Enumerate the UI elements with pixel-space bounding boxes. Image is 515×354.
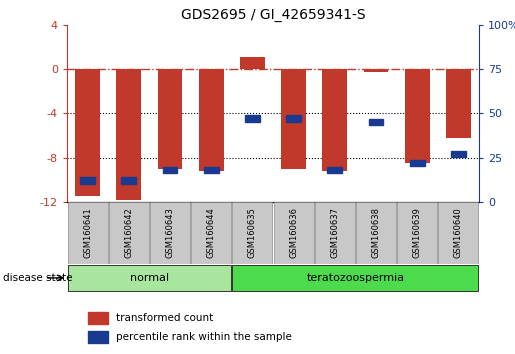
Bar <box>451 151 466 157</box>
Bar <box>116 69 141 200</box>
Bar <box>397 202 437 264</box>
Bar <box>158 69 182 169</box>
Bar <box>109 202 149 264</box>
Text: GSM160642: GSM160642 <box>124 207 133 258</box>
Text: normal: normal <box>130 273 169 283</box>
Bar <box>88 331 108 343</box>
Bar <box>446 69 471 138</box>
Text: GSM160640: GSM160640 <box>454 207 463 258</box>
Bar <box>315 202 355 264</box>
Bar <box>163 167 177 173</box>
Text: disease state: disease state <box>3 273 72 283</box>
Bar <box>232 265 478 291</box>
Bar <box>240 57 265 69</box>
Bar <box>245 115 260 122</box>
Bar <box>67 265 231 291</box>
Text: GSM160641: GSM160641 <box>83 207 92 258</box>
Bar <box>122 177 136 184</box>
Bar <box>150 202 190 264</box>
Text: GSM160639: GSM160639 <box>413 207 422 258</box>
Text: GSM160643: GSM160643 <box>165 207 175 258</box>
Bar <box>88 312 108 324</box>
Bar <box>410 160 424 166</box>
Text: GSM160644: GSM160644 <box>207 207 216 258</box>
Bar <box>232 202 272 264</box>
Text: GSM160638: GSM160638 <box>371 207 381 258</box>
Bar <box>67 202 108 264</box>
Text: GSM160637: GSM160637 <box>330 207 339 258</box>
Bar <box>364 69 388 72</box>
Bar <box>75 69 100 196</box>
Title: GDS2695 / GI_42659341-S: GDS2695 / GI_42659341-S <box>181 8 365 22</box>
Bar <box>204 167 218 173</box>
Text: teratozoospermia: teratozoospermia <box>306 273 404 283</box>
Bar <box>191 202 231 264</box>
Bar <box>328 167 342 173</box>
Bar <box>322 69 347 171</box>
Text: GSM160635: GSM160635 <box>248 207 257 258</box>
Text: percentile rank within the sample: percentile rank within the sample <box>116 332 293 342</box>
Bar <box>199 69 224 171</box>
Bar <box>405 69 430 163</box>
Text: transformed count: transformed count <box>116 313 214 323</box>
Text: GSM160636: GSM160636 <box>289 207 298 258</box>
Bar <box>369 119 383 125</box>
Bar <box>438 202 478 264</box>
Bar <box>356 202 396 264</box>
Bar <box>80 177 95 184</box>
Bar <box>281 69 306 169</box>
Bar <box>286 115 301 122</box>
Bar <box>273 202 314 264</box>
